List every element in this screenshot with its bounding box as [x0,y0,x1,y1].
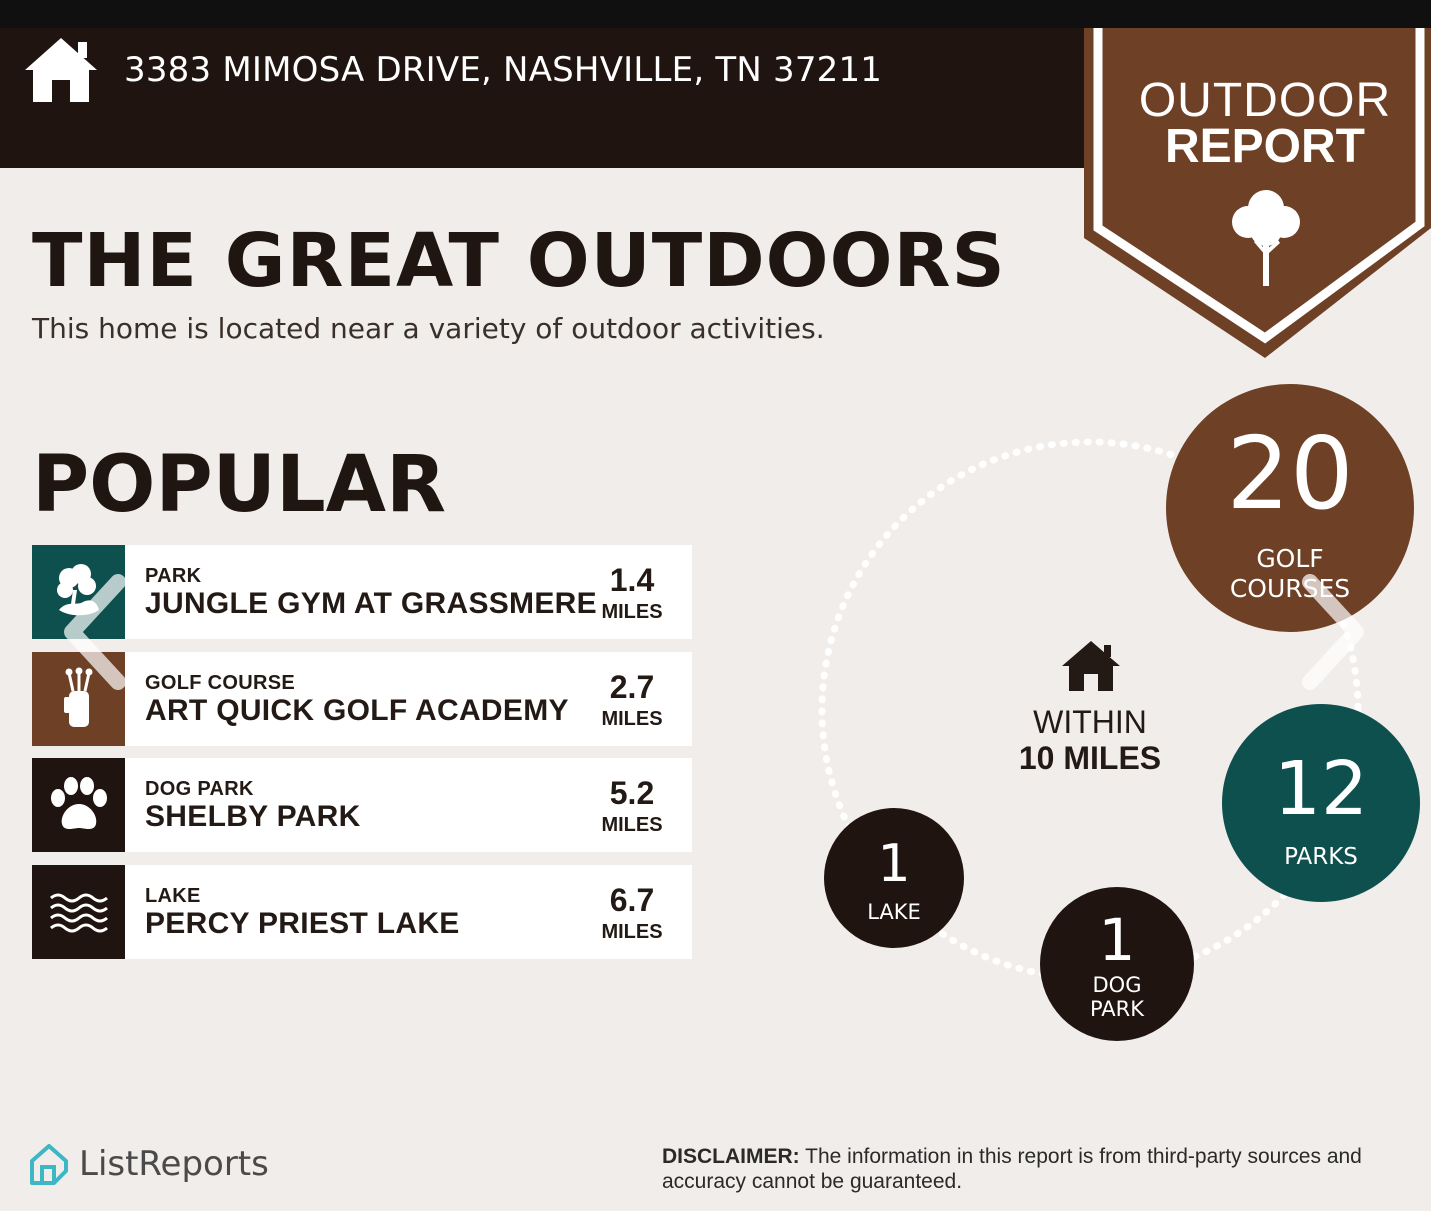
popular-item-golf-course[interactable]: GOLF COURSE ART QUICK GOLF ACADEMY 2.7 M… [32,652,692,746]
page-title: THE GREAT OUTDOORS [32,218,1006,304]
item-distance-unit: MILES [601,921,663,943]
item-distance: 5.2 [609,775,655,811]
item-distance: 1.4 [609,562,655,598]
popular-item-dog-park[interactable]: DOG PARK SHELBY PARK 5.2 MILES [32,758,692,852]
header-bar [0,28,1090,168]
golf-count: 20 [1226,415,1354,532]
golf-label-1: GOLF [1256,544,1324,573]
item-category: PARK [145,565,202,587]
paw-icon [32,758,125,852]
disclaimer-text: The information in this report is from t… [662,1145,1362,1193]
dog-park-label-1: DOG [1092,973,1142,997]
item-distance-unit: MILES [601,708,663,730]
badge-title: OUTDOOR REPORT [1100,74,1430,173]
badge-line-1: OUTDOOR [1138,74,1392,127]
item-name: PERCY PRIEST LAKE [145,907,460,940]
item-category: LAKE [145,885,201,907]
chevron-right-icon[interactable] [1300,572,1370,692]
item-category: GOLF COURSE [145,672,295,694]
within-line-1: WITHIN [1033,704,1147,740]
page-subtitle: This home is located near a variety of o… [32,312,825,345]
dog-park-count-bubble: 1 DOG PARK [1040,887,1194,1041]
top-status-strip [0,0,1431,28]
within-line-2: 10 MILES [1018,740,1162,776]
disclaimer: DISCLAIMER: The information in this repo… [662,1144,1431,1194]
parks-count-bubble: 12 PARKS [1222,704,1420,902]
dog-park-count: 1 [1098,906,1136,974]
golf-courses-count-bubble: 20 GOLF COURSES [1166,384,1414,632]
item-category: DOG PARK [145,778,254,800]
listreports-logo-icon[interactable] [28,1143,70,1187]
item-name: SHELBY PARK [145,800,361,833]
item-distance: 6.7 [609,882,655,918]
golf-label-2: COURSES [1229,574,1351,603]
waves-icon [32,865,125,959]
brand-name[interactable]: ListReports [79,1144,269,1184]
item-distance: 2.7 [609,669,655,705]
popular-item-lake[interactable]: LAKE PERCY PRIEST LAKE 6.7 MILES [32,865,692,959]
badge-line-2: REPORT [1164,120,1365,173]
item-name: ART QUICK GOLF ACADEMY [145,694,569,727]
item-name: JUNGLE GYM AT GRASSMERE [145,587,597,620]
tree-icon [1232,190,1300,286]
address: 3383 MIMOSA DRIVE, NASHVILLE, TN 37211 [124,50,883,90]
item-distance-unit: MILES [601,814,663,836]
popular-heading: POPULAR [32,440,447,530]
dog-park-label-2: PARK [1089,997,1145,1021]
within-radius-label: WITHIN 10 MILES [1000,704,1180,776]
house-icon [25,38,97,102]
parks-count: 12 [1273,746,1369,832]
disclaimer-label: DISCLAIMER: [662,1145,800,1168]
item-distance-unit: MILES [601,601,663,623]
house-icon [1062,641,1120,691]
popular-item-park[interactable]: PARK JUNGLE GYM AT GRASSMERE 1.4 MILES [32,545,692,639]
lake-count-bubble: 1 LAKE [824,808,964,948]
lake-count: 1 [877,834,911,894]
parks-label: PARKS [1284,844,1358,870]
chevron-left-icon[interactable] [58,572,128,692]
lake-label: LAKE [867,900,921,924]
